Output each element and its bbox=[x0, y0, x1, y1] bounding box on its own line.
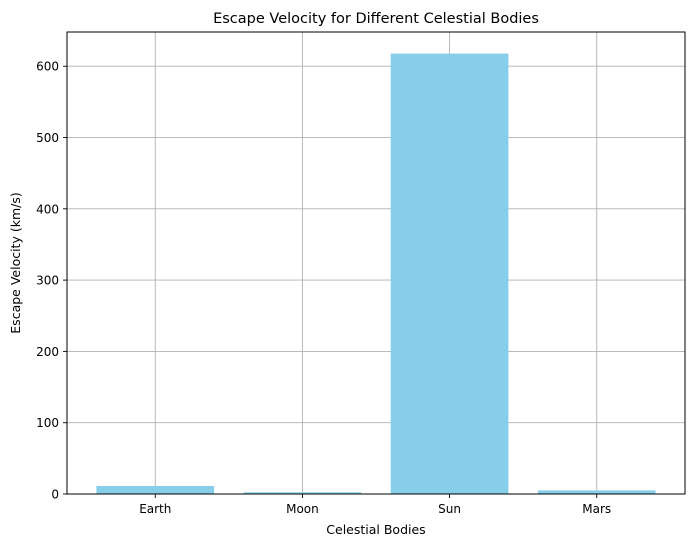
bars bbox=[96, 53, 656, 494]
y-tick-label: 100 bbox=[36, 416, 59, 430]
bar-earth bbox=[96, 486, 215, 494]
y-tick-label: 400 bbox=[36, 202, 59, 216]
bar-moon bbox=[243, 492, 362, 494]
chart-title: Escape Velocity for Different Celestial … bbox=[213, 11, 539, 27]
axis-ticks: 0 100 200 300 400 500 600 Earth Moon Sun Mars bbox=[36, 60, 611, 516]
x-tick-label: Mars bbox=[582, 502, 611, 516]
y-tick-label: 500 bbox=[36, 131, 59, 145]
plot-frame bbox=[66, 31, 686, 495]
y-tick-label: 600 bbox=[36, 60, 59, 74]
y-axis-label: Escape Velocity (km/s) bbox=[8, 192, 23, 333]
x-tick-label: Earth bbox=[139, 502, 171, 516]
y-tick-label: 0 bbox=[51, 488, 59, 502]
x-tick-label: Moon bbox=[286, 502, 319, 516]
x-tick-label: Sun bbox=[438, 502, 461, 516]
y-tick-label: 300 bbox=[36, 274, 59, 288]
y-tick-label: 200 bbox=[36, 345, 59, 359]
grid-lines bbox=[67, 32, 685, 495]
bar-mars bbox=[537, 490, 656, 494]
x-axis-label: Celestial Bodies bbox=[326, 522, 425, 537]
bar-sun bbox=[390, 53, 509, 494]
